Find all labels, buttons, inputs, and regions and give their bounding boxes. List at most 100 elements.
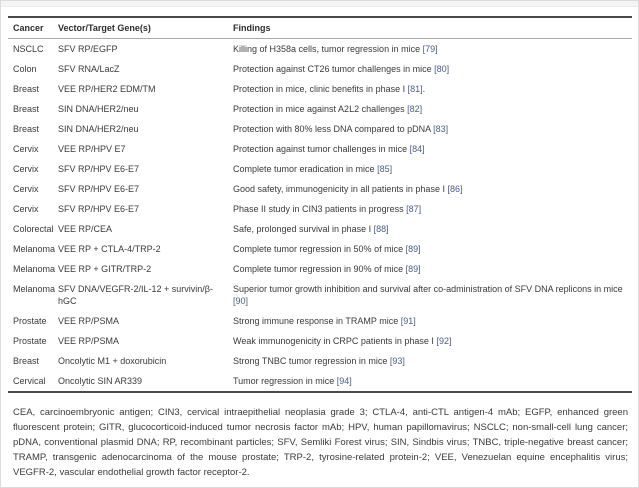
table-row: Breast Oncolytic M1 + doxorubicin Strong T… xyxy=(8,351,632,371)
reference-link[interactable]: [87] xyxy=(406,204,422,214)
vector-target-cell: SFV RP/HPV E6-E7 xyxy=(58,164,140,174)
findings-cell: Complete tumor eradication in mice [85] xyxy=(233,159,632,179)
reference-link[interactable]: [81] xyxy=(407,84,423,94)
finding-text: Superior tumor growth inhibition and sur… xyxy=(233,284,623,294)
table-row: NSCLC SFV RP/EGFP Killing of H358a cells, … xyxy=(8,39,632,60)
reference-link[interactable]: [84] xyxy=(409,144,425,154)
cancer-cell: Breast xyxy=(13,124,40,134)
reference-link[interactable]: [83] xyxy=(433,124,449,134)
findings-cell: Good safety, immunogenicity in all patie… xyxy=(233,179,632,199)
table-row: Melanoma VEE RP + GITR/TRP-2 Complete tumo… xyxy=(8,259,632,279)
vector-target-cell: SFV RNA/LacZ xyxy=(58,64,120,74)
cancer-cell: Prostate xyxy=(13,336,47,346)
reference-link[interactable]: [90] xyxy=(233,296,249,306)
table-row: Cervix SFV RP/HPV E6-E7 Phase II study in … xyxy=(8,199,632,219)
vector-target-cell: Oncolytic M1 + doxorubicin xyxy=(58,356,167,366)
finding-text: Strong TNBC tumor regression in mice xyxy=(233,356,390,366)
findings-cell: Protection in mice, clinic benefits in p… xyxy=(233,79,632,99)
findings-cell: Superior tumor growth inhibition and sur… xyxy=(233,279,632,311)
column-header-vector: Vector/Target Gene(s) xyxy=(58,17,233,39)
cancer-cell: Cervix xyxy=(13,164,39,174)
findings-cell: Protection with 80% less DNA compared to… xyxy=(233,119,632,139)
findings-cell: Complete tumor regression in 50% of mice… xyxy=(233,239,632,259)
cancer-cell: Breast xyxy=(13,84,40,94)
finding-text: Protection against CT26 tumor challenges… xyxy=(233,64,435,74)
vector-target-cell: VEE RP + GITR/TRP-2 xyxy=(58,264,152,274)
cancer-cell: Cervix xyxy=(13,184,39,194)
reference-link[interactable]: [91] xyxy=(400,316,416,326)
cancer-cell: Colorectal xyxy=(13,224,54,234)
vector-target-cell: SIN DNA/HER2/neu xyxy=(58,104,139,114)
table-row: Cervix SFV RP/HPV E6-E7 Complete tumor era… xyxy=(8,159,632,179)
findings-cell: Strong immune response in TRAMP mice [91… xyxy=(233,311,632,331)
finding-text: Protection in mice against A2L2 challeng… xyxy=(233,104,408,114)
table-row: Breast SIN DNA/HER2/neu Protection with 80… xyxy=(8,119,632,139)
cancer-cell: Cervical xyxy=(13,376,46,386)
table-row: Cervix VEE RP/HPV E7 Protection against tu… xyxy=(8,139,632,159)
results-table: Cancer Vector/Target Gene(s) Findings NS… xyxy=(8,16,632,393)
finding-text: Killing of H358a cells, tumor regression… xyxy=(233,44,423,54)
cancer-cell: Colon xyxy=(13,64,37,74)
table-row: Colon SFV RNA/LacZ Protection against CT26… xyxy=(8,59,632,79)
finding-text: Good safety, immunogenicity in all patie… xyxy=(233,184,448,194)
finding-text: Safe, prolonged survival in phase I xyxy=(233,224,374,234)
reference-link[interactable]: [88] xyxy=(373,224,389,234)
findings-cell: Weak immunogenicity in CRPC patients in … xyxy=(233,331,632,351)
findings-cell: Phase II study in CIN3 patients in progr… xyxy=(233,199,632,219)
vector-target-cell: VEE RP/CEA xyxy=(58,224,113,234)
cancer-cell: Melanoma xyxy=(13,264,56,274)
reference-link[interactable]: [92] xyxy=(436,336,452,346)
findings-cell: Protection against tumor challenges in m… xyxy=(233,139,632,159)
findings-cell: Killing of H358a cells, tumor regression… xyxy=(233,39,632,60)
table-row: Cervix SFV RP/HPV E6-E7 Good safety, immun… xyxy=(8,179,632,199)
table-row: Breast SIN DNA/HER2/neu Protection in mice… xyxy=(8,99,632,119)
table-row: Colorectal VEE RP/CEA Safe, prolonged surv… xyxy=(8,219,632,239)
findings-cell: Safe, prolonged survival in phase I [88] xyxy=(233,219,632,239)
vector-target-cell: Oncolytic SIN AR339 xyxy=(58,376,143,386)
reference-link[interactable]: [80] xyxy=(434,64,450,74)
top-strip xyxy=(1,1,638,7)
reference-link[interactable]: [82] xyxy=(407,104,423,114)
finding-text: Protection in mice, clinic benefits in p… xyxy=(233,84,408,94)
abbreviations-footnote: CEA, carcinoembryonic antigen; CIN3, cer… xyxy=(13,407,628,478)
table-row: Cervical Oncolytic SIN AR339 Tumor regress… xyxy=(8,371,632,392)
cancer-cell: Breast xyxy=(13,104,40,114)
finding-text: Protection against tumor challenges in m… xyxy=(233,144,410,154)
vector-target-cell: SFV RP/HPV E6-E7 xyxy=(58,184,140,194)
findings-cell: Protection against CT26 tumor challenges… xyxy=(233,59,632,79)
vector-target-cell: VEE RP/HPV E7 xyxy=(58,144,126,154)
cancer-cell: NSCLC xyxy=(13,44,44,54)
reference-link[interactable]: [79] xyxy=(422,44,438,54)
vector-target-cell: VEE RP + CTLA-4/TRP-2 xyxy=(58,244,161,254)
column-header-cancer: Cancer xyxy=(8,17,58,39)
finding-suffix: . xyxy=(422,84,426,94)
vector-target-cell: VEE RP/PSMA xyxy=(58,316,120,326)
table-row: Prostate VEE RP/PSMA Strong immune respons… xyxy=(8,311,632,331)
table-row: Breast VEE RP/HER2 EDM/TM Protection in mi… xyxy=(8,79,632,99)
reference-link[interactable]: [94] xyxy=(336,376,352,386)
reference-link[interactable]: [86] xyxy=(447,184,463,194)
finding-text: Complete tumor regression in 90% of mice xyxy=(233,264,406,274)
vector-target-cell: SFV RP/HPV E6-E7 xyxy=(58,204,140,214)
vector-target-cell: VEE RP/PSMA xyxy=(58,336,120,346)
cancer-cell: Cervix xyxy=(13,204,39,214)
cancer-cell: Cervix xyxy=(13,144,39,154)
vector-target-cell: VEE RP/HER2 EDM/TM xyxy=(58,84,156,94)
cancer-cell: Melanoma xyxy=(13,284,56,294)
finding-text: Complete tumor eradication in mice xyxy=(233,164,378,174)
table-row: Prostate VEE RP/PSMA Weak immunogenicity i… xyxy=(8,331,632,351)
reference-link[interactable]: [89] xyxy=(405,244,421,254)
reference-link[interactable]: [89] xyxy=(405,264,421,274)
reference-link[interactable]: [85] xyxy=(377,164,393,174)
table-row: Melanoma VEE RP + CTLA-4/TRP-2 Complete tu… xyxy=(8,239,632,259)
finding-text: Weak immunogenicity in CRPC patients in … xyxy=(233,336,437,346)
column-header-findings: Findings xyxy=(233,17,632,39)
header-row: Cancer Vector/Target Gene(s) Findings xyxy=(8,17,632,39)
finding-text: Protection with 80% less DNA compared to… xyxy=(233,124,434,134)
cancer-cell: Breast xyxy=(13,356,40,366)
findings-cell: Protection in mice against A2L2 challeng… xyxy=(233,99,632,119)
reference-link[interactable]: [93] xyxy=(389,356,405,366)
finding-text: Complete tumor regression in 50% of mice xyxy=(233,244,406,254)
findings-cell: Strong TNBC tumor regression in mice [93… xyxy=(233,351,632,371)
